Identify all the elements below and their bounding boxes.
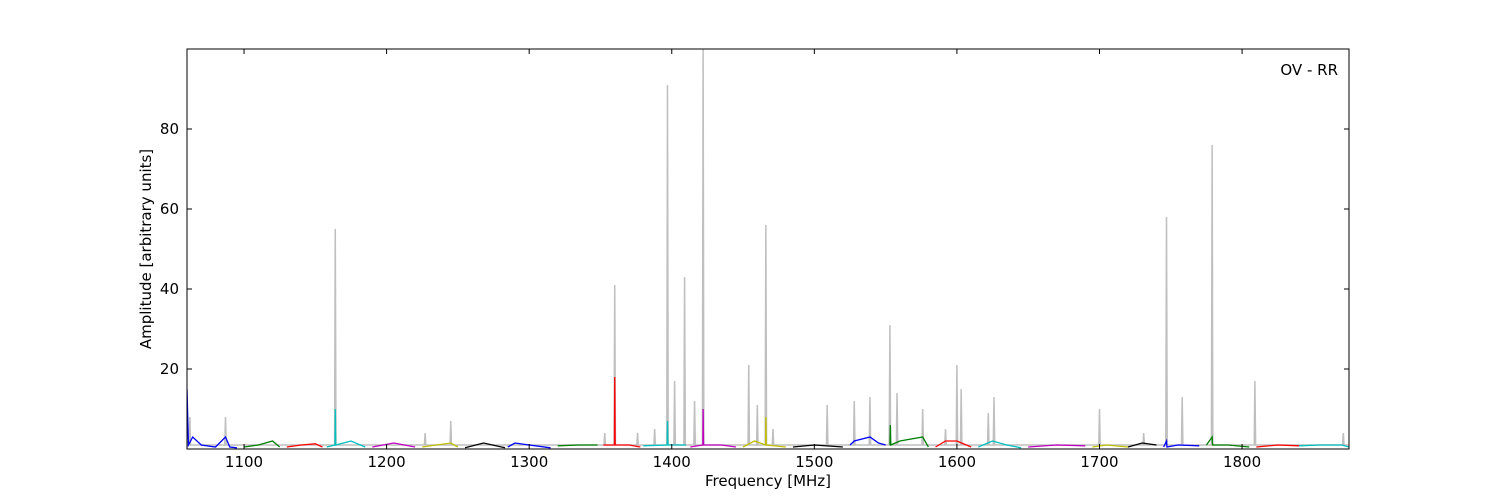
spectrum-line: [889, 424, 929, 448]
x-tick-label: 1400: [653, 453, 691, 471]
spectrum-line: [464, 442, 506, 449]
spectrum-line: [978, 440, 1022, 449]
y-axis-label: Amplitude [arbitrary units]: [137, 149, 155, 349]
spectrum-line: [849, 436, 886, 446]
x-tick-label: 1600: [938, 453, 976, 471]
plot-frame: [186, 48, 1350, 450]
spectrum-line: [742, 416, 786, 448]
spectrum-line: [1256, 444, 1300, 448]
spectrum-line: [243, 440, 281, 448]
spectrum-line: [557, 444, 598, 447]
spectrum-line: [422, 442, 459, 448]
spectrum-line: [372, 442, 416, 448]
spectrum-line: [507, 442, 551, 449]
spectrum-line: [935, 440, 972, 448]
y-tick-label: 20: [160, 360, 179, 378]
spectrum-line: [643, 420, 687, 447]
annotation: OV - RR: [1280, 61, 1338, 79]
spectrum-line: [1127, 442, 1157, 448]
spectrum-line: [1163, 438, 1200, 448]
x-tick-label: 1700: [1080, 453, 1118, 471]
spectrum-line: [326, 408, 366, 448]
spectrum-line: [286, 443, 323, 448]
x-tick-label: 1500: [795, 453, 833, 471]
x-tick-label: 1100: [225, 453, 263, 471]
spectrum-line: [690, 408, 737, 448]
spectrum-line: [1092, 444, 1129, 448]
spectrum-line: [1299, 444, 1349, 448]
spectrum-line: [1205, 435, 1250, 448]
y-tick-label: 80: [160, 120, 179, 138]
y-tick-label: 60: [160, 200, 179, 218]
x-axis-label: Frequency [MHz]: [705, 472, 831, 490]
spectrum-line: [603, 376, 641, 448]
spectrum-line: [1028, 444, 1086, 448]
x-tick-label: 1200: [368, 453, 406, 471]
y-tick-label: 40: [160, 280, 179, 298]
x-tick-label: 1300: [510, 453, 548, 471]
x-tick-label: 1800: [1223, 453, 1261, 471]
spectrum-line: [187, 388, 237, 449]
